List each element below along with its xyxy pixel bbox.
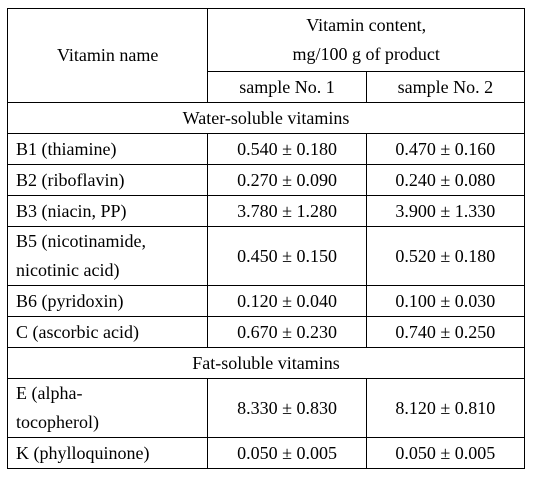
value-cell: 0.270 ± 0.090 — [207, 164, 367, 196]
section-row: Water-soluble vitamins — [7, 102, 525, 134]
value-cell: 0.050 ± 0.005 — [365, 437, 526, 469]
value-cell: 3.780 ± 1.280 — [207, 195, 367, 227]
section-cell: Water-soluble vitamins — [7, 102, 525, 134]
data-row: B6 (pyridoxin) 0.120 ± 0.040 0.100 ± 0.030 — [6, 285, 526, 317]
data-row: B1 (thiamine) 0.540 ± 0.180 0.470 ± 0.160 — [6, 133, 526, 165]
name-line: B3 (niacin, PP) — [16, 200, 127, 221]
header-cell: sample No. 2 — [365, 71, 526, 103]
value-cell: 0.100 ± 0.030 — [365, 285, 526, 317]
value-cell: 0.540 ± 0.180 — [207, 133, 367, 165]
header-cell: Vitamin name — [6, 8, 209, 103]
name-line: B6 (pyridoxin) — [16, 290, 124, 311]
name-cell: B6 (pyridoxin) — [6, 285, 209, 317]
name-line: C (ascorbic acid) — [16, 321, 139, 342]
name-cell: B5 (nicotinamide, nicotinic acid) — [6, 226, 209, 286]
value-cell: 0.520 ± 0.180 — [365, 226, 526, 286]
value-cell: 0.120 ± 0.040 — [207, 285, 367, 317]
name-cell: C (ascorbic acid) — [6, 316, 209, 348]
header-row: Vitamin name Vitamin content, mg/100 g o… — [6, 8, 525, 103]
data-row: C (ascorbic acid) 0.670 ± 0.230 0.740 ± 0.… — [6, 316, 526, 348]
data-row: B5 (nicotinamide, nicotinic acid) 0.450 ± … — [6, 226, 526, 286]
name-line: B1 (thiamine) — [16, 138, 117, 159]
value-cell: 3.900 ± 1.330 — [365, 195, 526, 227]
value-cell: 0.670 ± 0.230 — [207, 316, 367, 348]
header-line: Vitamin content, — [306, 15, 427, 35]
section-row: Fat-soluble vitamins — [7, 347, 525, 379]
value-cell: 0.050 ± 0.005 — [207, 437, 367, 469]
table-body: Vitamin name Vitamin content, mg/100 g o… — [6, 8, 526, 469]
value-cell: 0.240 ± 0.080 — [365, 164, 526, 196]
name-line: E (alpha- — [16, 383, 83, 403]
data-row: E (alpha-tocopherol) 8.330 ± 0.830 8.120 ±… — [6, 378, 526, 438]
name-cell: K (phylloquinone) — [6, 437, 209, 469]
name-line: B5 (nicotinamide, — [16, 231, 146, 251]
data-row: B2 (riboflavin) 0.270 ± 0.090 0.240 ± 0.08… — [6, 164, 526, 196]
header-cell: sample No. 1 — [207, 71, 367, 103]
value-cell: 8.330 ± 0.830 — [207, 378, 367, 438]
name-line: B2 (riboflavin) — [16, 169, 125, 190]
value-cell: 0.450 ± 0.150 — [207, 226, 367, 286]
value-cell: 8.120 ± 0.810 — [365, 378, 526, 438]
name-line: tocopherol) — [16, 412, 99, 432]
name-cell: B2 (riboflavin) — [6, 164, 209, 196]
value-cell: 0.470 ± 0.160 — [365, 133, 526, 165]
vitamin-table: Vitamin name Vitamin content, mg/100 g o… — [6, 8, 526, 469]
name-line: nicotinic acid) — [16, 260, 120, 280]
data-row: K (phylloquinone) 0.050 ± 0.005 0.050 ± 0.… — [6, 437, 526, 469]
header-row: sample No. 1 sample No. 2 — [8, 71, 526, 103]
value-cell: 0.740 ± 0.250 — [365, 316, 526, 348]
data-row: B3 (niacin, PP) 3.780 ± 1.280 3.900 ± 1.33… — [6, 195, 526, 227]
name-cell: E (alpha-tocopherol) — [6, 378, 209, 438]
name-line: K (phylloquinone) — [16, 442, 150, 463]
name-cell: B1 (thiamine) — [6, 133, 209, 165]
header-cell: Vitamin content, mg/100 g of product — [207, 8, 525, 72]
name-cell: B3 (niacin, PP) — [6, 195, 209, 227]
header-line: mg/100 g of product — [292, 44, 440, 64]
section-cell: Fat-soluble vitamins — [7, 347, 525, 379]
